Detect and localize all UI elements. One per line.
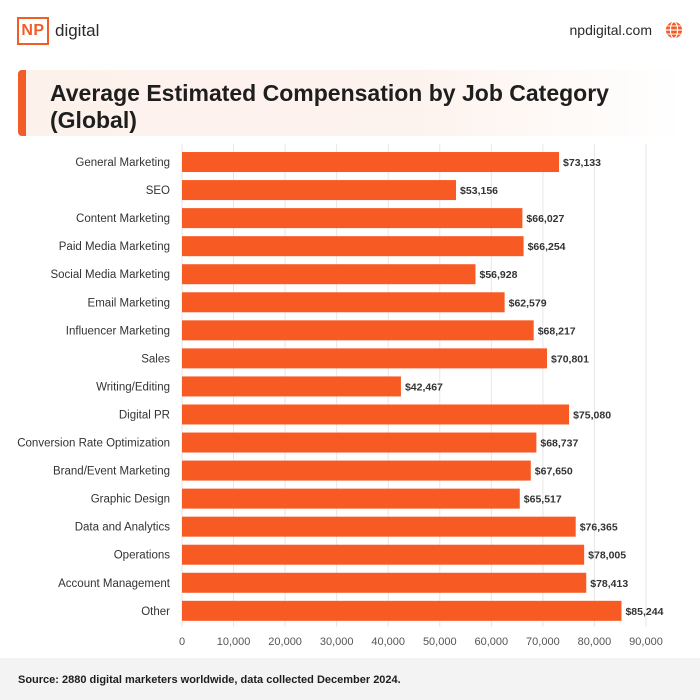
category-label: Email Marketing xyxy=(88,297,170,309)
data-label: $78,005 xyxy=(588,550,626,562)
x-tick-label: 10,000 xyxy=(217,636,251,648)
bar xyxy=(182,236,524,257)
np-digital-logo[interactable]: NP digital xyxy=(17,17,99,45)
category-label: Social Media Marketing xyxy=(50,269,170,281)
data-label: $85,244 xyxy=(625,606,663,618)
x-tick-label: 50,000 xyxy=(423,636,457,648)
site-url[interactable]: npdigital.com xyxy=(569,22,653,38)
category-label: Graphic Design xyxy=(91,494,170,506)
bar xyxy=(182,292,505,313)
bar xyxy=(182,460,531,481)
data-label: $66,027 xyxy=(526,213,564,225)
bar xyxy=(182,320,534,341)
bar xyxy=(182,208,523,229)
title-accent xyxy=(18,70,26,136)
data-label: $78,413 xyxy=(590,578,628,590)
x-tick-label: 80,000 xyxy=(578,636,612,648)
data-label: $66,254 xyxy=(528,241,566,253)
bar xyxy=(182,152,560,173)
category-label: Paid Media Marketing xyxy=(59,241,170,253)
bar xyxy=(182,600,622,621)
bar xyxy=(182,516,576,537)
bar xyxy=(182,348,548,369)
bar-chart: 0 10,000 20,000 30,000 40,000 50,000 60,000 70,… xyxy=(17,144,664,648)
data-label: $68,737 xyxy=(540,438,578,450)
category-label: General Marketing xyxy=(75,157,170,169)
x-tick-label: 70,000 xyxy=(526,636,560,648)
data-label: $68,217 xyxy=(538,325,576,337)
x-tick-label: 30,000 xyxy=(320,636,354,648)
logo-mark: NP xyxy=(17,17,49,45)
category-label: Writing/Editing xyxy=(96,381,170,393)
category-label: SEO xyxy=(146,185,170,197)
category-label: Sales xyxy=(141,353,170,365)
bar xyxy=(182,432,537,453)
bar xyxy=(182,376,401,397)
footer xyxy=(0,658,700,700)
category-label: Other xyxy=(141,606,170,618)
data-label: $42,467 xyxy=(405,381,443,393)
bar xyxy=(182,404,570,425)
data-label: $73,133 xyxy=(563,157,601,169)
x-tick-label: 20,000 xyxy=(268,636,302,648)
globe-icon xyxy=(665,21,683,39)
category-label: Conversion Rate Optimization xyxy=(17,438,170,450)
category-label: Operations xyxy=(114,550,171,562)
header: NP digital npdigital.com xyxy=(0,0,700,64)
bar xyxy=(182,544,585,565)
chart-title: Average Estimated Compensation by Job Ca… xyxy=(50,80,609,133)
category-label: Data and Analytics xyxy=(75,522,171,534)
data-label: $70,801 xyxy=(551,353,589,365)
bar xyxy=(182,264,476,285)
bar xyxy=(182,488,520,509)
x-tick-label: 60,000 xyxy=(475,636,509,648)
category-label: Influencer Marketing xyxy=(66,325,170,337)
x-tick-label: 90,000 xyxy=(629,636,663,648)
logo-word: digital xyxy=(55,21,100,40)
data-label: $75,080 xyxy=(573,409,611,421)
data-label: $53,156 xyxy=(460,185,498,197)
category-label: Brand/Event Marketing xyxy=(53,466,170,478)
category-label: Account Management xyxy=(58,578,171,590)
x-tick-label: 0 xyxy=(179,636,185,648)
source-note: Source: 2880 digital marketers worldwide… xyxy=(18,674,401,686)
data-label: $65,517 xyxy=(524,494,562,506)
data-label: $56,928 xyxy=(479,269,517,281)
x-tick-label: 40,000 xyxy=(371,636,405,648)
bar xyxy=(182,572,587,593)
category-label: Digital PR xyxy=(119,409,170,421)
bar xyxy=(182,180,457,201)
title-band xyxy=(18,70,684,136)
category-label: Content Marketing xyxy=(76,213,170,225)
data-label: $76,365 xyxy=(580,522,618,534)
data-label: $62,579 xyxy=(509,297,547,309)
data-label: $67,650 xyxy=(535,466,573,478)
